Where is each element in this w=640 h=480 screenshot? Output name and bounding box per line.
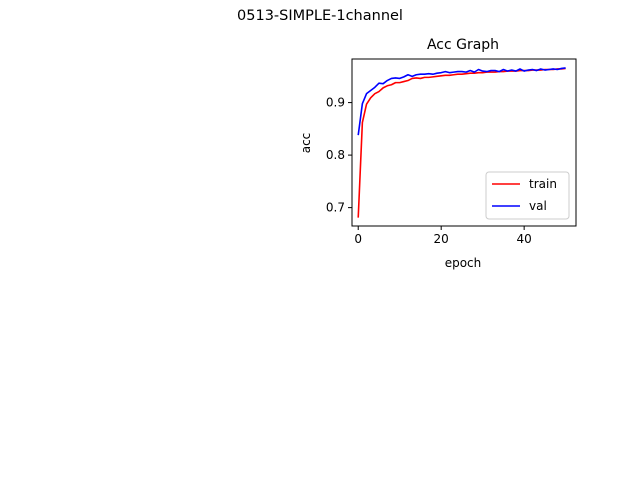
x-tick-label: 20 (434, 232, 449, 246)
y-axis-label: acc (299, 133, 313, 154)
series-layer (357, 67, 566, 218)
legend-label-train: train (529, 177, 557, 191)
chart-title: Acc Graph (427, 37, 499, 53)
series-line-val (357, 67, 566, 136)
y-tick-label: 0.7 (326, 201, 345, 215)
legend-label-val: val (529, 199, 547, 213)
figure-suptitle: 0513-SIMPLE-1channel (237, 8, 403, 24)
y-tick-label: 0.9 (326, 96, 345, 110)
y-tick-label: 0.8 (326, 148, 345, 162)
legend: train val (485, 171, 570, 220)
x-tick-label: 0 (354, 232, 362, 246)
x-axis-label: epoch (445, 256, 482, 270)
ticks-layer: 0 20 40 0.7 0.8 0.9 (326, 96, 532, 246)
x-tick-label: 40 (517, 232, 532, 246)
